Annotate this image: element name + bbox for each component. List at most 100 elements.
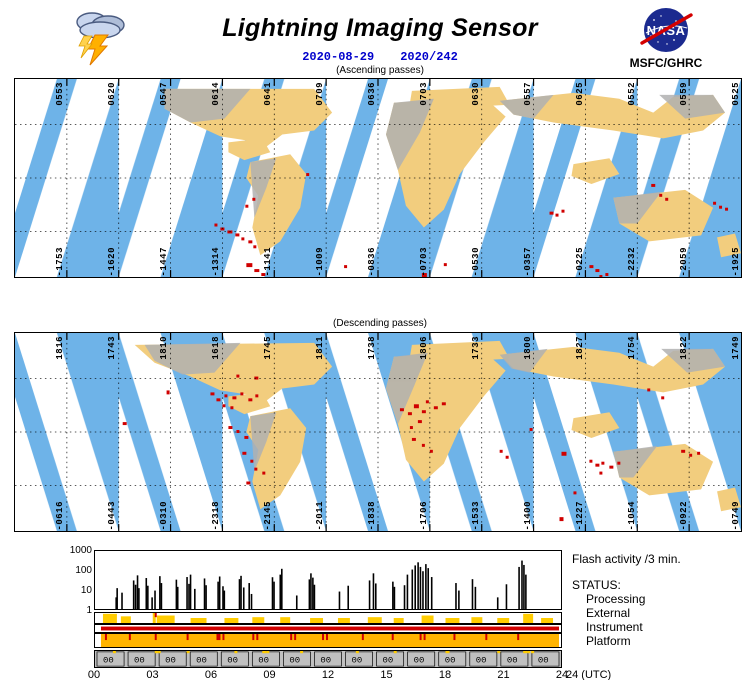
chart-y-axis: 1000 100 10 1 — [60, 545, 92, 616]
date-row: 2020-08-29 2020/242 — [170, 50, 590, 64]
legend-item-external: External — [586, 606, 631, 620]
x-tick-06: 06 — [204, 669, 218, 680]
flash-bar — [505, 584, 508, 609]
flash-bar — [188, 583, 190, 609]
map-descending-passes[interactable] — [14, 332, 742, 532]
platform-cell — [438, 651, 467, 667]
flash-bar — [136, 575, 139, 609]
date-doy: 2020/242 — [400, 50, 458, 64]
flash-bar — [525, 574, 527, 609]
flash-bar — [151, 597, 153, 609]
caption-ascending: (Ascending passes) — [336, 65, 424, 76]
flash-bar — [159, 576, 161, 609]
flash-bar — [240, 575, 242, 609]
platform-cell-label: 00 — [351, 656, 362, 665]
x-tick-24: 24 — [555, 669, 569, 680]
flash-bar — [116, 588, 118, 609]
platform-cell — [345, 651, 373, 667]
flash-bar — [186, 577, 188, 609]
flash-bar — [374, 583, 377, 609]
flash-bar — [523, 564, 525, 609]
status-external-row[interactable] — [94, 624, 562, 633]
flash-bar — [295, 595, 298, 609]
platform-cell-label: 00 — [476, 656, 487, 665]
platform-cell — [531, 651, 560, 667]
status-instrument-row[interactable] — [94, 633, 562, 648]
flash-bar — [271, 577, 274, 609]
nasa-meatball-logo: NASA — [640, 8, 693, 52]
platform-cell — [500, 651, 529, 667]
y-tick-1: 1 — [86, 605, 92, 616]
flash-bar — [115, 597, 117, 609]
flash-bar — [430, 577, 433, 609]
flash-bar — [238, 579, 241, 609]
platform-cell — [314, 651, 342, 667]
flash-bar — [176, 586, 179, 609]
date-iso: 2020-08-29 — [302, 50, 375, 64]
flash-bar — [273, 581, 275, 609]
caption-descending: (Descending passes) — [333, 318, 427, 329]
flash-bar — [134, 584, 137, 609]
flash-bar — [147, 585, 149, 609]
x-tick-21: 21 — [497, 669, 510, 680]
y-tick-1000: 1000 — [69, 545, 92, 556]
flash-bar — [279, 574, 282, 609]
flash-bar — [281, 568, 283, 609]
flash-bar — [411, 569, 414, 609]
legend-item-platform: Platform — [586, 634, 631, 648]
platform-cell-label: 00 — [134, 656, 145, 665]
flash-bar — [406, 574, 409, 609]
map-ascending-passes[interactable] — [14, 78, 742, 278]
flash-bar — [310, 573, 312, 609]
y-tick-100: 100 — [75, 565, 92, 576]
flash-bar — [121, 592, 123, 609]
status-platform-row[interactable]: 00 00 00 00 00 00 00 00 00 00 00 00 00 00 00 — [94, 650, 562, 668]
flash-bar — [471, 579, 474, 609]
flash-bar — [496, 597, 499, 609]
flash-activity-bars — [115, 560, 527, 609]
ascending-map-canvas — [15, 79, 741, 277]
flash-bar — [154, 590, 156, 609]
flash-activity-chart: 1000 100 10 1 — [0, 546, 756, 680]
x-tick-03: 03 — [146, 669, 159, 680]
flash-bar — [414, 565, 416, 609]
platform-cell-label: 00 — [196, 656, 207, 665]
page-header: Lightning Imaging Sensor 2020-08-29 2020/… — [0, 0, 756, 76]
page-title: Lightning Imaging Sensor — [222, 14, 538, 42]
status-processing-row[interactable] — [94, 612, 562, 624]
platform-cell-label: 00 — [227, 656, 238, 665]
platform-cell — [127, 651, 156, 667]
flash-bar — [313, 584, 316, 609]
platform-cell-label: 00 — [507, 656, 518, 665]
flash-bar — [368, 580, 371, 609]
status-platform-cells: 00 00 00 00 00 00 00 00 00 00 00 00 00 00 00 — [96, 651, 560, 667]
platform-cell-label: 00 — [289, 656, 300, 665]
flash-bar — [347, 585, 350, 609]
flash-bar — [145, 578, 148, 609]
flash-bar — [392, 581, 394, 609]
flash-activity-plot[interactable] — [94, 550, 562, 610]
platform-cell-label: 00 — [414, 656, 425, 665]
flash-bar — [189, 574, 192, 609]
flash-bar — [521, 560, 523, 609]
platform-cell — [469, 651, 498, 667]
flash-bar — [132, 580, 135, 609]
platform-cell-label: 00 — [445, 656, 456, 665]
flash-bar — [250, 593, 253, 609]
legend-item-processing: Processing — [586, 592, 646, 606]
platform-cell-label: 00 — [538, 656, 549, 665]
platform-cell — [96, 651, 125, 667]
flash-bar — [308, 579, 311, 609]
flash-bar — [218, 576, 221, 609]
flash-bar — [518, 566, 520, 609]
y-tick-10: 10 — [80, 585, 92, 596]
platform-cell — [189, 651, 218, 667]
chart-legend: Flash activity /3 min. STATUS: Processin… — [572, 552, 756, 648]
descending-map-canvas — [15, 333, 741, 531]
platform-cell — [283, 651, 311, 667]
flash-bar — [425, 564, 427, 609]
flash-bar — [393, 586, 396, 609]
chart-x-axis: 00 03 06 09 12 15 18 21 24 — [88, 668, 568, 680]
flash-bar — [205, 585, 207, 609]
